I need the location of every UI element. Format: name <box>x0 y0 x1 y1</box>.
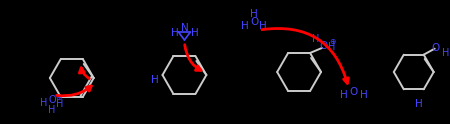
Text: H: H <box>340 90 348 100</box>
Text: H: H <box>360 90 368 100</box>
Text: H: H <box>312 34 320 44</box>
FancyArrowPatch shape <box>79 68 90 79</box>
FancyArrowPatch shape <box>57 86 91 96</box>
FancyArrowPatch shape <box>185 45 201 70</box>
Text: H: H <box>241 21 249 31</box>
Text: H: H <box>259 21 267 31</box>
Text: H: H <box>151 75 158 85</box>
Text: H: H <box>40 98 48 108</box>
Text: O: O <box>319 41 327 51</box>
Text: H: H <box>250 9 258 19</box>
FancyArrowPatch shape <box>262 29 348 83</box>
Text: O: O <box>48 95 56 105</box>
Text: O: O <box>350 87 358 97</box>
Text: H: H <box>328 42 336 52</box>
Text: H: H <box>171 28 178 38</box>
Text: H: H <box>190 28 198 38</box>
Text: H: H <box>415 99 423 109</box>
Text: H: H <box>56 99 63 109</box>
Text: O: O <box>432 43 440 53</box>
Text: ⊕: ⊕ <box>56 93 62 102</box>
Text: ⊕: ⊕ <box>329 37 335 46</box>
Text: Ν: Ν <box>180 23 188 33</box>
Text: O: O <box>250 17 258 27</box>
Text: H: H <box>442 48 450 58</box>
Text: H: H <box>48 105 55 115</box>
